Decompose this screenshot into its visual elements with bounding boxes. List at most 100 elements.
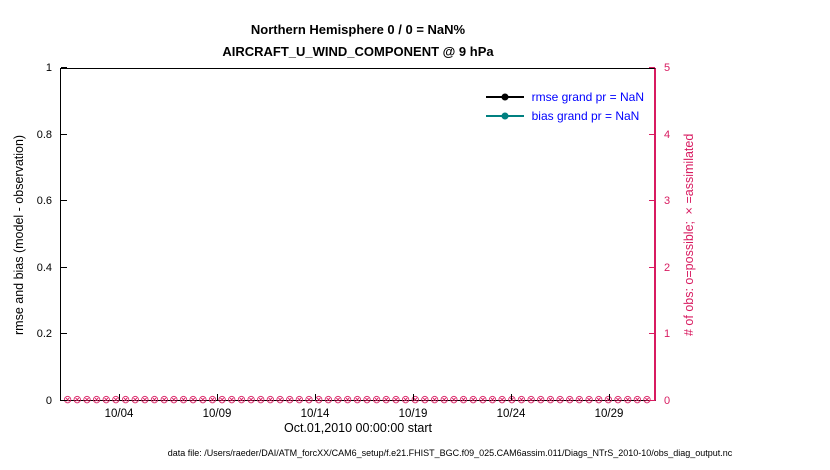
obs-marker: ⊗ bbox=[565, 393, 575, 406]
legend-label-rmse: rmse grand pr = NaN bbox=[531, 90, 644, 104]
x-axis-tick bbox=[315, 394, 316, 400]
x-axis-tick bbox=[511, 394, 512, 400]
plot-title-line2: AIRCRAFT_U_WIND_COMPONENT @ 9 hPa bbox=[222, 44, 494, 59]
x-axis-tick bbox=[119, 394, 120, 400]
obs-marker: ⊗ bbox=[352, 393, 362, 406]
obs-marker: ⊗ bbox=[246, 393, 256, 406]
left-axis-label: rmse and bias (model - observation) bbox=[12, 134, 26, 335]
obs-marker: ⊗ bbox=[227, 393, 237, 406]
right-axis-tick bbox=[649, 333, 655, 334]
right-axis-tick bbox=[649, 267, 655, 268]
obs-marker: ⊗ bbox=[236, 393, 247, 406]
plot-area: rmse grand pr = NaN bias grand pr = NaN … bbox=[60, 68, 656, 406]
obs-marker: ⊗ bbox=[101, 393, 111, 406]
right-axis-tick-label: 1 bbox=[664, 328, 671, 340]
right-axis-label: # of obs: o=possible; ×=assimilated bbox=[682, 133, 696, 336]
x-axis-tick bbox=[413, 394, 414, 400]
left-axis-tick bbox=[61, 200, 67, 201]
obs-marker: ⊗ bbox=[178, 393, 189, 406]
right-axis-tick bbox=[649, 134, 655, 135]
bias-line-swatch bbox=[485, 112, 524, 120]
obs-marker: ⊗ bbox=[555, 393, 565, 406]
x-axis-tick-label: 10/14 bbox=[300, 408, 330, 420]
left-axis-tick-label: 0.6 bbox=[36, 195, 52, 207]
obs-marker: ⊗ bbox=[256, 393, 266, 406]
obs-marker: ⊗ bbox=[362, 393, 372, 406]
obs-marker: ⊗ bbox=[458, 393, 469, 406]
obs-marker: ⊗ bbox=[478, 393, 488, 406]
obs-marker: ⊗ bbox=[275, 393, 285, 406]
obs-marker-row: ⊗ ⊗ ⊗ ⊗ ⊗ ⊗ ⊗ ⊗ ⊗ ⊗ ⊗ ⊗ ⊗ ⊗ ⊗ ⊗ ⊗ ⊗ ⊗ ⊗ ⊗ ⊗ ⊗ ⊗ ⊗ ⊗ ⊗ ⊗ ⊗ ⊗ ⊗ ⊗ ⊗ ⊗ ⊗ ⊗ ⊗ ⊗ ⊗ ⊗… bbox=[63, 393, 652, 407]
left-axis-tick-label: 0.8 bbox=[36, 129, 52, 141]
right-axis-tick-label: 4 bbox=[664, 129, 671, 141]
obs-marker: ⊗ bbox=[82, 393, 92, 406]
rmse-marker-dot bbox=[501, 93, 509, 101]
obs-marker: ⊗ bbox=[343, 393, 353, 406]
left-axis-tick bbox=[61, 400, 67, 401]
x-axis-tick-label: 10/19 bbox=[398, 408, 428, 420]
left-axis-tick bbox=[61, 333, 67, 334]
rmse-line-swatch bbox=[485, 93, 524, 101]
obs-marker: ⊗ bbox=[285, 393, 295, 406]
obs-marker: ⊗ bbox=[372, 393, 382, 406]
obs-marker: ⊗ bbox=[400, 393, 411, 406]
legend: rmse grand pr = NaN bias grand pr = NaN bbox=[485, 89, 644, 124]
right-axis-tick bbox=[649, 67, 655, 68]
left-axis-tick bbox=[61, 267, 67, 268]
data-file-caption: data file: /Users/raeder/DAI/ATM_forcXX/… bbox=[167, 448, 733, 458]
obs-marker: ⊗ bbox=[516, 393, 527, 406]
x-axis-tick-label: 10/09 bbox=[202, 408, 232, 420]
legend-item-bias: bias grand pr = NaN bbox=[485, 108, 644, 124]
obs-marker: ⊗ bbox=[323, 393, 333, 406]
obs-marker: ⊗ bbox=[130, 393, 140, 406]
left-axis-tick-label: 1 bbox=[45, 62, 52, 74]
obs-marker: ⊗ bbox=[623, 393, 633, 406]
right-axis-tick bbox=[649, 400, 655, 401]
right-axis-tick bbox=[649, 200, 655, 201]
obs-marker: ⊗ bbox=[574, 393, 584, 406]
legend-label-bias: bias grand pr = NaN bbox=[531, 109, 640, 123]
right-axis-tick-label: 0 bbox=[664, 395, 671, 407]
obs-marker: ⊗ bbox=[304, 393, 314, 406]
obs-marker: ⊗ bbox=[594, 393, 604, 406]
obs-marker: ⊗ bbox=[188, 393, 198, 406]
obs-marker: ⊗ bbox=[420, 393, 430, 406]
obs-marker: ⊗ bbox=[391, 393, 401, 406]
right-axis-tick-label: 3 bbox=[664, 195, 671, 207]
right-axis-tick-label: 2 bbox=[664, 262, 671, 274]
x-axis-tick-label: 10/29 bbox=[594, 408, 624, 420]
obs-marker: ⊗ bbox=[536, 393, 546, 406]
plot-title-line1: Northern Hemisphere 0 / 0 = NaN% bbox=[250, 22, 466, 37]
obs-marker: ⊗ bbox=[265, 393, 275, 406]
x-axis-tick bbox=[217, 394, 218, 400]
obs-marker: ⊗ bbox=[159, 393, 169, 406]
obs-marker: ⊗ bbox=[140, 393, 150, 406]
obs-marker: ⊗ bbox=[294, 393, 304, 406]
x-axis-tick-label: 10/24 bbox=[496, 408, 526, 420]
right-axis-tick-label: 5 bbox=[664, 62, 671, 74]
obs-marker: ⊗ bbox=[149, 393, 160, 406]
obs-marker: ⊗ bbox=[632, 393, 642, 406]
x-axis-tick bbox=[609, 394, 610, 400]
obs-marker: ⊗ bbox=[333, 393, 343, 406]
obs-marker: ⊗ bbox=[468, 393, 478, 406]
bias-marker-dot bbox=[501, 112, 509, 120]
obs-marker: ⊗ bbox=[120, 393, 131, 406]
obs-marker: ⊗ bbox=[487, 393, 498, 406]
obs-marker: ⊗ bbox=[439, 393, 449, 406]
left-axis-tick-label: 0.2 bbox=[36, 328, 52, 340]
legend-item-rmse: rmse grand pr = NaN bbox=[485, 89, 644, 105]
obs-marker: ⊗ bbox=[91, 393, 102, 406]
x-axis-tick-label: 10/04 bbox=[104, 408, 134, 420]
obs-marker: ⊗ bbox=[217, 393, 227, 406]
obs-marker: ⊗ bbox=[449, 393, 459, 406]
left-axis-tick bbox=[61, 67, 67, 68]
obs-marker: ⊗ bbox=[410, 393, 420, 406]
obs-marker: ⊗ bbox=[429, 393, 440, 406]
obs-marker: ⊗ bbox=[198, 393, 208, 406]
obs-marker: ⊗ bbox=[497, 393, 507, 406]
obs-marker: ⊗ bbox=[72, 393, 82, 406]
obs-marker: ⊗ bbox=[381, 393, 391, 406]
obs-marker: ⊗ bbox=[545, 393, 556, 406]
